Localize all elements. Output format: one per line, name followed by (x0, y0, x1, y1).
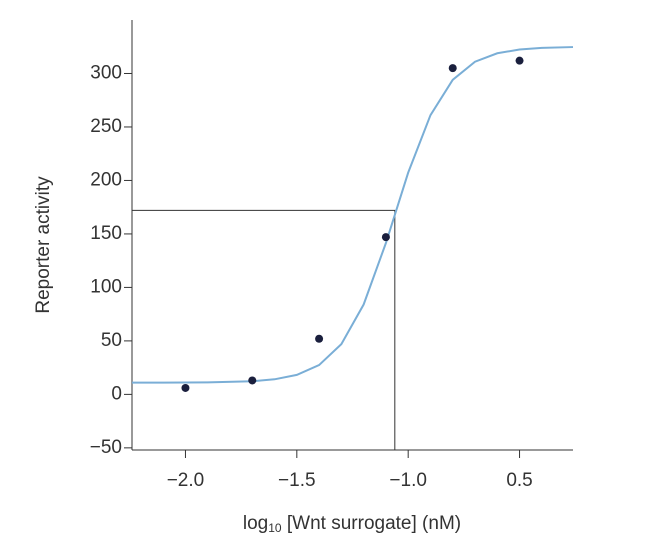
y-axis-label: Reporter activity (33, 176, 54, 314)
data-point (448, 64, 457, 73)
y-tick-label: 150 (90, 223, 122, 244)
y-tick-label: 200 (90, 169, 122, 190)
data-point (315, 334, 324, 343)
y-tick-label: 100 (90, 276, 122, 297)
x-label-main: log (243, 513, 268, 534)
y-tick-label: −50 (90, 437, 122, 458)
x-tick-label: 0.5 (506, 470, 532, 491)
data-point (381, 233, 390, 242)
data-point (515, 56, 524, 65)
x-tick-label: −1.5 (278, 470, 316, 491)
y-tick-label: 250 (90, 116, 122, 137)
x-label-subscript: 10 (268, 521, 282, 535)
y-tick-label: 0 (111, 383, 122, 404)
y-tick-label: 50 (101, 330, 122, 351)
x-tick-label: −1.0 (389, 470, 427, 491)
fit-curve (132, 46, 574, 384)
y-tick-label: 300 (90, 62, 122, 83)
data-point (248, 376, 257, 385)
reference-line (132, 209, 396, 450)
data-point (181, 383, 190, 392)
x-axis-label: log10 [Wnt surrogate] (nM) (243, 513, 461, 535)
x-tick-label: −2.0 (167, 470, 205, 491)
x-label-rest: [Wnt surrogate] (nM) (282, 513, 462, 534)
